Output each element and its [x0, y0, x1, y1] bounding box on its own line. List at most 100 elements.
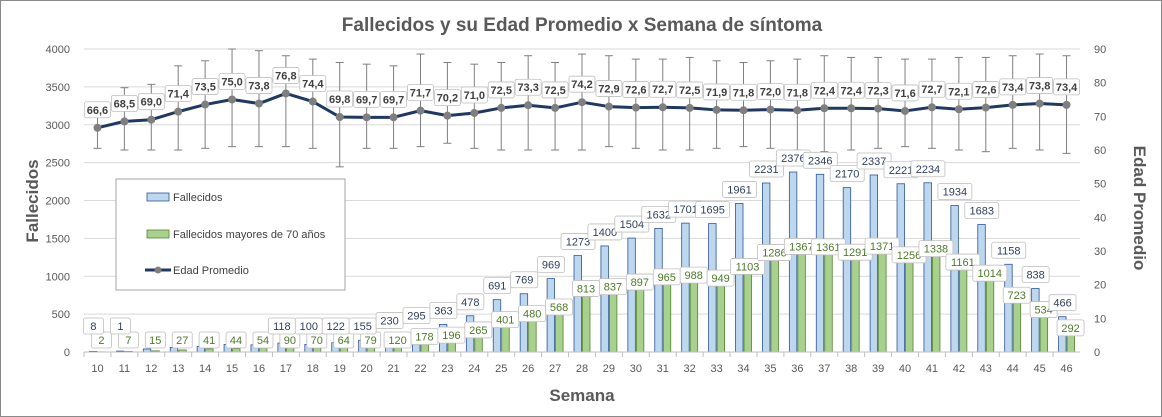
legend-swatch-fallecidos — [146, 192, 170, 202]
line-point — [820, 104, 829, 113]
chart-title: Fallecidos y su Edad Promedio x Semana d… — [342, 15, 823, 36]
data-label-edad: 72,5 — [491, 85, 512, 97]
data-label-box — [614, 215, 650, 233]
bar-fallecidos — [681, 222, 690, 353]
line-point — [685, 103, 694, 112]
data-label-box — [407, 84, 434, 102]
x-tick-label: 36 — [791, 363, 803, 375]
y-tick-label: 3500 — [46, 82, 70, 94]
x-tick-label: 44 — [1007, 363, 1019, 375]
data-label-fallecidos: 1695 — [700, 205, 724, 217]
bar-fallecidos — [627, 237, 636, 353]
data-label-box — [910, 160, 946, 178]
data-label-mayores-70: 15 — [149, 335, 161, 347]
data-label-mayores-70: 1103 — [736, 261, 760, 273]
data-label-edad: 73,3 — [517, 82, 538, 94]
data-label-box — [568, 75, 596, 93]
bar-mayores-70 — [958, 263, 968, 353]
x-tick-label: 27 — [549, 363, 561, 375]
x-tick-label: 35 — [764, 363, 776, 375]
bar-mayores-70 — [716, 279, 725, 353]
data-label-box — [864, 82, 892, 99]
x-tick-label: 23 — [441, 363, 453, 375]
data-label-mayores-70: 723 — [1008, 290, 1026, 302]
x-tick-label: 30 — [630, 363, 642, 375]
x-tick-label: 42 — [953, 363, 965, 375]
data-label-fallecidos: 118 — [273, 321, 291, 333]
y2-tick-label: 30 — [1094, 246, 1106, 258]
y-tick-label: 3000 — [46, 120, 70, 132]
x-tick-label: 41 — [926, 363, 938, 375]
line-point — [1062, 100, 1071, 109]
x-tick-label: 34 — [737, 363, 749, 375]
x-tick-label: 19 — [334, 363, 346, 375]
y2-tick-label: 70 — [1094, 111, 1106, 123]
data-label-mayores-70: 265 — [469, 325, 487, 337]
data-label-edad: 71,0 — [464, 90, 485, 102]
line-point — [497, 103, 506, 112]
line-point — [739, 106, 748, 115]
data-label-box — [837, 81, 865, 99]
bar-mayores-70 — [932, 250, 941, 353]
data-label-fallecidos: 155 — [353, 321, 371, 333]
data-label-fallecidos: 1158 — [997, 245, 1021, 257]
data-label-mayores-70: 70 — [311, 335, 323, 347]
y-tick-label: 4000 — [46, 44, 70, 56]
data-label-box — [945, 82, 973, 100]
data-label-fallecidos: 2346 — [808, 155, 832, 167]
data-label-box — [757, 83, 784, 100]
data-label-box — [380, 90, 407, 108]
data-label-fallecidos: 295 — [407, 311, 425, 323]
data-label-mayores-70: 897 — [631, 277, 649, 289]
data-label-fallecidos: 1961 — [727, 184, 751, 196]
data-label-mayores-70: 988 — [684, 270, 702, 282]
data-label-box — [460, 86, 488, 104]
data-label-fallecidos: 122 — [327, 321, 345, 333]
data-label-box — [510, 271, 539, 289]
data-label-fallecidos: 769 — [515, 275, 533, 287]
data-label-box — [83, 317, 104, 335]
data-label-fallecidos: 2234 — [916, 164, 940, 176]
data-label-box — [514, 78, 542, 96]
data-label-edad: 71,9 — [706, 87, 727, 99]
line-point — [308, 97, 317, 106]
data-label-box — [918, 240, 954, 258]
data-label-box — [541, 81, 569, 99]
data-label-fallecidos: 1934 — [943, 186, 967, 198]
line-point — [1008, 100, 1017, 109]
y2-axis-title: Edad Promedio — [1130, 146, 1149, 271]
data-label-box — [537, 256, 565, 273]
y2-tick-label: 10 — [1094, 313, 1106, 325]
data-label-edad: 72,6 — [975, 85, 996, 97]
data-label-edad: 72,9 — [598, 84, 619, 96]
data-label-box — [299, 75, 327, 92]
data-label-edad: 71,7 — [410, 88, 431, 100]
data-label-edad: 72,5 — [544, 85, 565, 97]
data-label-box — [225, 331, 247, 349]
legend-label-edad: Edad Promedio — [173, 265, 249, 277]
data-label-edad: 72,7 — [921, 84, 942, 96]
x-tick-label: 21 — [387, 363, 399, 375]
data-label-fallecidos: 1504 — [620, 219, 644, 231]
data-label-box — [703, 83, 730, 101]
data-label-edad: 73,5 — [194, 82, 215, 94]
x-tick-label: 17 — [280, 363, 292, 375]
line-point — [901, 106, 910, 115]
data-label-box — [829, 165, 865, 183]
data-label-edad: 72,6 — [625, 85, 646, 97]
x-tick-label: 18 — [307, 363, 319, 375]
data-label-box — [84, 101, 111, 119]
line-point — [201, 100, 210, 109]
x-tick-label: 28 — [576, 363, 588, 375]
data-label-box — [1056, 319, 1085, 337]
data-label-fallecidos: 2337 — [862, 156, 886, 168]
line-point — [470, 108, 479, 117]
data-label-fallecidos: 230 — [380, 316, 398, 328]
data-label-mayores-70: 1161 — [951, 257, 975, 269]
bar-mayores-70 — [609, 288, 618, 353]
data-label-fallecidos: 1 — [117, 321, 123, 333]
data-label-box — [964, 202, 1000, 219]
data-label-box — [595, 80, 623, 97]
y2-tick-label: 20 — [1094, 280, 1106, 292]
x-tick-label: 29 — [603, 363, 615, 375]
